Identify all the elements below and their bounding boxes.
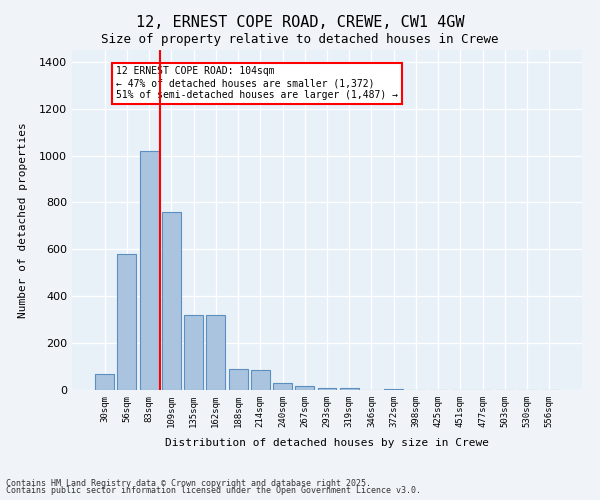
Text: Contains public sector information licensed under the Open Government Licence v3: Contains public sector information licen…	[6, 486, 421, 495]
Y-axis label: Number of detached properties: Number of detached properties	[18, 122, 28, 318]
Text: 12, ERNEST COPE ROAD, CREWE, CW1 4GW: 12, ERNEST COPE ROAD, CREWE, CW1 4GW	[136, 15, 464, 30]
Bar	[317, 388, 337, 390]
Bar	[384, 389, 403, 390]
Bar	[273, 383, 292, 390]
Bar	[340, 388, 359, 390]
Bar	[184, 315, 203, 390]
Bar	[140, 151, 158, 390]
Text: Size of property relative to detached houses in Crewe: Size of property relative to detached ho…	[101, 32, 499, 46]
Bar	[251, 370, 270, 390]
Text: 12 ERNEST COPE ROAD: 104sqm
← 47% of detached houses are smaller (1,372)
51% of : 12 ERNEST COPE ROAD: 104sqm ← 47% of det…	[116, 66, 398, 100]
Text: Contains HM Land Registry data © Crown copyright and database right 2025.: Contains HM Land Registry data © Crown c…	[6, 478, 371, 488]
X-axis label: Distribution of detached houses by size in Crewe: Distribution of detached houses by size …	[165, 438, 489, 448]
Bar	[118, 254, 136, 390]
Bar	[206, 315, 225, 390]
Bar	[229, 369, 248, 390]
Bar	[95, 374, 114, 390]
Bar	[162, 212, 181, 390]
Bar	[295, 386, 314, 390]
